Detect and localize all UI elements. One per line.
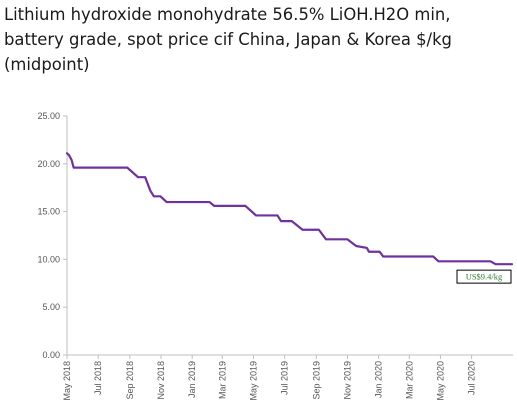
x-tick-label: Jan 2019 bbox=[187, 361, 197, 398]
y-tick-label: 20.00 bbox=[37, 159, 60, 169]
x-tick-label: Sep 2018 bbox=[125, 361, 135, 400]
chart-title-line-2: battery grade, spot price cif China, Jap… bbox=[4, 30, 452, 49]
x-tick-label: May 2020 bbox=[435, 361, 445, 401]
y-tick-label: 10.00 bbox=[37, 254, 60, 264]
x-tick-label: Sep 2019 bbox=[311, 361, 321, 400]
x-tick-label: Jul 2020 bbox=[467, 361, 477, 395]
x-tick-label: Nov 2018 bbox=[156, 361, 166, 400]
x-axis-ticks: May 2018 Jul 2018 Sep 2018 Nov 2018 Jan 2019… bbox=[62, 355, 477, 401]
price-annotation: US$9.4/kg bbox=[456, 269, 512, 284]
x-tick-label: Jul 2018 bbox=[93, 361, 103, 395]
x-tick-label: Jan 2020 bbox=[374, 361, 384, 398]
y-axis-ticks: 0.00 5.00 10.00 15.00 20.00 25.00 bbox=[37, 111, 67, 360]
y-tick-label: 15.00 bbox=[37, 207, 60, 217]
chart-title: Lithium hydroxide monohydrate 56.5% LiOH… bbox=[4, 2, 514, 77]
x-tick-label: Nov 2019 bbox=[342, 361, 352, 400]
chart-title-line-1: Lithium hydroxide monohydrate 56.5% LiOH… bbox=[4, 5, 451, 24]
price-series-line bbox=[65, 152, 514, 266]
x-tick-label: Jul 2019 bbox=[280, 361, 290, 395]
annotation-label: US$9.4/kg bbox=[466, 272, 503, 282]
chart-title-line-3: (midpoint) bbox=[4, 55, 90, 74]
y-tick-label: 0.00 bbox=[42, 350, 60, 360]
series-layer bbox=[65, 152, 514, 266]
x-tick-label: Mar 2019 bbox=[217, 361, 227, 399]
x-tick-label: Mar 2020 bbox=[404, 361, 414, 399]
y-tick-label: 25.00 bbox=[37, 111, 60, 121]
y-tick-label: 5.00 bbox=[42, 302, 60, 312]
x-tick-label: May 2018 bbox=[62, 361, 72, 401]
annotation-box bbox=[456, 269, 512, 284]
x-tick-label: May 2019 bbox=[248, 361, 258, 401]
